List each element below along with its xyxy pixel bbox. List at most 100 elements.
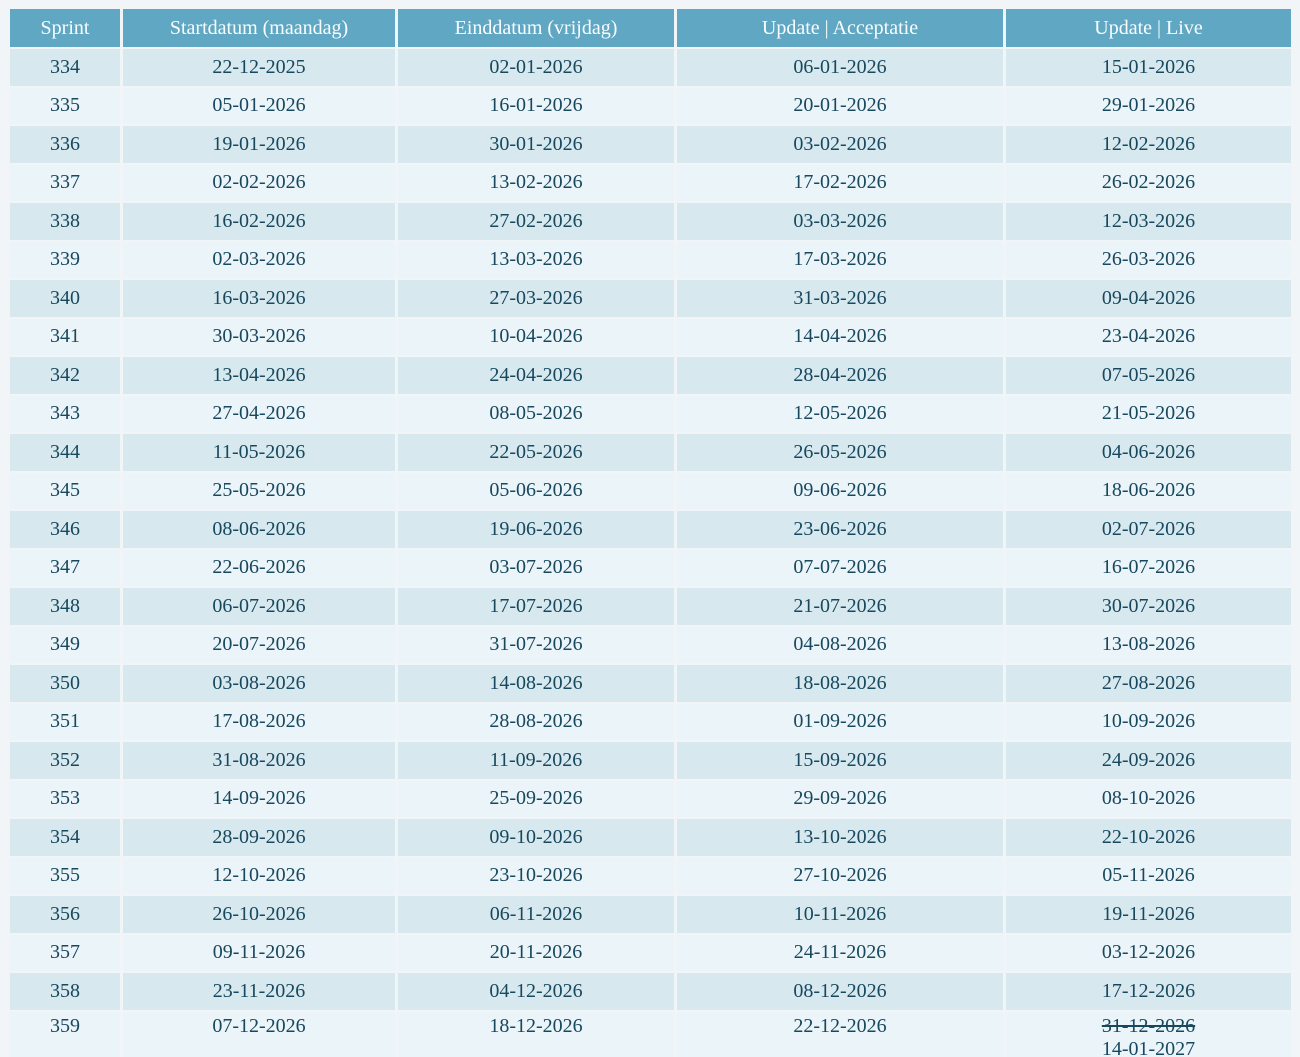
cell-sprint: 348	[10, 588, 120, 625]
table-row: 341 30-03-2026 10-04-2026 14-04-2026 23-04-2…	[10, 318, 1291, 355]
cell-sprint: 336	[10, 126, 120, 163]
cell-update-live: 10-09-2026	[1006, 703, 1291, 740]
table-row: 353 14-09-2026 25-09-2026 29-09-2026 08-10-2…	[10, 780, 1291, 817]
cell-update-acceptatie: 18-08-2026	[677, 665, 1003, 702]
cell-einddatum: 06-11-2026	[398, 896, 674, 933]
cell-sprint: 355	[10, 857, 120, 894]
cell-startdatum: 22-12-2025	[123, 49, 395, 86]
cell-update-live: 17-12-2026	[1006, 973, 1291, 1010]
column-header-sprint: Sprint	[10, 9, 120, 47]
cell-einddatum: 11-09-2026	[398, 742, 674, 779]
cell-update-acceptatie: 12-05-2026	[677, 395, 1003, 432]
cell-sprint: 340	[10, 280, 120, 317]
table-row: 334 22-12-2025 02-01-2026 06-01-2026 15-01-2…	[10, 49, 1291, 86]
cell-sprint: 357	[10, 934, 120, 971]
table-row: 339 02-03-2026 13-03-2026 17-03-2026 26-03-2…	[10, 241, 1291, 278]
cell-update-live: 05-11-2026	[1006, 857, 1291, 894]
cell-sprint: 344	[10, 434, 120, 471]
cell-update-live: 27-08-2026	[1006, 665, 1291, 702]
cell-startdatum: 06-07-2026	[123, 588, 395, 625]
cell-einddatum: 16-01-2026	[398, 87, 674, 124]
sprint-schedule-table: Sprint Startdatum (maandag) Einddatum (v…	[7, 7, 1294, 1057]
cell-startdatum: 31-08-2026	[123, 742, 395, 779]
cell-update-live: 12-03-2026	[1006, 203, 1291, 240]
cell-einddatum: 02-01-2026	[398, 49, 674, 86]
cell-einddatum: 25-09-2026	[398, 780, 674, 817]
column-header-update-live: Update | Live	[1006, 9, 1291, 47]
table-row: 359 07-12-2026 18-12-2026 22-12-2026 31-12-2…	[10, 1011, 1291, 1057]
table-row: 347 22-06-2026 03-07-2026 07-07-2026 16-07-2…	[10, 549, 1291, 586]
cell-update-live: 16-07-2026	[1006, 549, 1291, 586]
cell-sprint: 351	[10, 703, 120, 740]
cell-startdatum: 27-04-2026	[123, 395, 395, 432]
cell-einddatum: 27-03-2026	[398, 280, 674, 317]
table-row: 357 09-11-2026 20-11-2026 24-11-2026 03-12-2…	[10, 934, 1291, 971]
cell-einddatum: 19-06-2026	[398, 511, 674, 548]
cell-update-live: 18-06-2026	[1006, 472, 1291, 509]
cell-einddatum: 24-04-2026	[398, 357, 674, 394]
cell-einddatum: 14-08-2026	[398, 665, 674, 702]
table-row: 344 11-05-2026 22-05-2026 26-05-2026 04-06-2…	[10, 434, 1291, 471]
cell-update-live: 12-02-2026	[1006, 126, 1291, 163]
cell-update-live: 04-06-2026	[1006, 434, 1291, 471]
cell-update-acceptatie: 21-07-2026	[677, 588, 1003, 625]
cell-sprint: 359	[10, 1011, 120, 1057]
cell-einddatum: 20-11-2026	[398, 934, 674, 971]
cell-startdatum: 22-06-2026	[123, 549, 395, 586]
cell-update-acceptatie: 10-11-2026	[677, 896, 1003, 933]
cell-sprint: 346	[10, 511, 120, 548]
cell-update-acceptatie: 04-08-2026	[677, 626, 1003, 663]
cell-update-acceptatie: 01-09-2026	[677, 703, 1003, 740]
cell-startdatum: 30-03-2026	[123, 318, 395, 355]
cell-update-acceptatie: 24-11-2026	[677, 934, 1003, 971]
cell-startdatum: 12-10-2026	[123, 857, 395, 894]
cell-update-acceptatie: 15-09-2026	[677, 742, 1003, 779]
cell-sprint: 342	[10, 357, 120, 394]
cell-update-acceptatie: 23-06-2026	[677, 511, 1003, 548]
cell-update-live: 08-10-2026	[1006, 780, 1291, 817]
cell-einddatum: 18-12-2026	[398, 1011, 674, 1057]
cell-einddatum: 13-02-2026	[398, 164, 674, 201]
cell-update-live: 02-07-2026	[1006, 511, 1291, 548]
cell-update-acceptatie: 06-01-2026	[677, 49, 1003, 86]
cell-sprint: 353	[10, 780, 120, 817]
cell-startdatum: 25-05-2026	[123, 472, 395, 509]
cell-einddatum: 27-02-2026	[398, 203, 674, 240]
cell-startdatum: 02-02-2026	[123, 164, 395, 201]
cell-update-acceptatie: 09-06-2026	[677, 472, 1003, 509]
cell-sprint: 358	[10, 973, 120, 1010]
cell-update-acceptatie: 08-12-2026	[677, 973, 1003, 1010]
cell-einddatum: 05-06-2026	[398, 472, 674, 509]
table-row: 335 05-01-2026 16-01-2026 20-01-2026 29-01-2…	[10, 87, 1291, 124]
cell-update-acceptatie: 03-03-2026	[677, 203, 1003, 240]
sprint-table-body: 334 22-12-2025 02-01-2026 06-01-2026 15-01-2…	[10, 49, 1291, 1057]
cell-sprint: 345	[10, 472, 120, 509]
cell-sprint: 352	[10, 742, 120, 779]
cell-startdatum: 16-02-2026	[123, 203, 395, 240]
cell-einddatum: 03-07-2026	[398, 549, 674, 586]
cell-einddatum: 17-07-2026	[398, 588, 674, 625]
column-header-startdatum: Startdatum (maandag)	[123, 9, 395, 47]
cell-startdatum: 26-10-2026	[123, 896, 395, 933]
cell-update-acceptatie: 14-04-2026	[677, 318, 1003, 355]
table-row: 337 02-02-2026 13-02-2026 17-02-2026 26-02-2…	[10, 164, 1291, 201]
table-row: 354 28-09-2026 09-10-2026 13-10-2026 22-10-2…	[10, 819, 1291, 856]
cell-update-live: 29-01-2026	[1006, 87, 1291, 124]
table-row: 338 16-02-2026 27-02-2026 03-03-2026 12-03-2…	[10, 203, 1291, 240]
cell-update-acceptatie: 20-01-2026	[677, 87, 1003, 124]
table-row: 336 19-01-2026 30-01-2026 03-02-2026 12-02-2…	[10, 126, 1291, 163]
cell-startdatum: 19-01-2026	[123, 126, 395, 163]
cell-update-acceptatie: 28-04-2026	[677, 357, 1003, 394]
cell-update-live: 03-12-2026	[1006, 934, 1291, 971]
table-row: 348 06-07-2026 17-07-2026 21-07-2026 30-07-2…	[10, 588, 1291, 625]
cell-startdatum: 08-06-2026	[123, 511, 395, 548]
table-row: 343 27-04-2026 08-05-2026 12-05-2026 21-05-2…	[10, 395, 1291, 432]
cell-einddatum: 10-04-2026	[398, 318, 674, 355]
cell-einddatum: 31-07-2026	[398, 626, 674, 663]
live-date-new: 14-01-2027	[1101, 1037, 1196, 1057]
table-row: 351 17-08-2026 28-08-2026 01-09-2026 10-09-2…	[10, 703, 1291, 740]
cell-update-live: 26-02-2026	[1006, 164, 1291, 201]
header-row: Sprint Startdatum (maandag) Einddatum (v…	[10, 9, 1291, 47]
cell-einddatum: 09-10-2026	[398, 819, 674, 856]
column-header-einddatum: Einddatum (vrijdag)	[398, 9, 674, 47]
